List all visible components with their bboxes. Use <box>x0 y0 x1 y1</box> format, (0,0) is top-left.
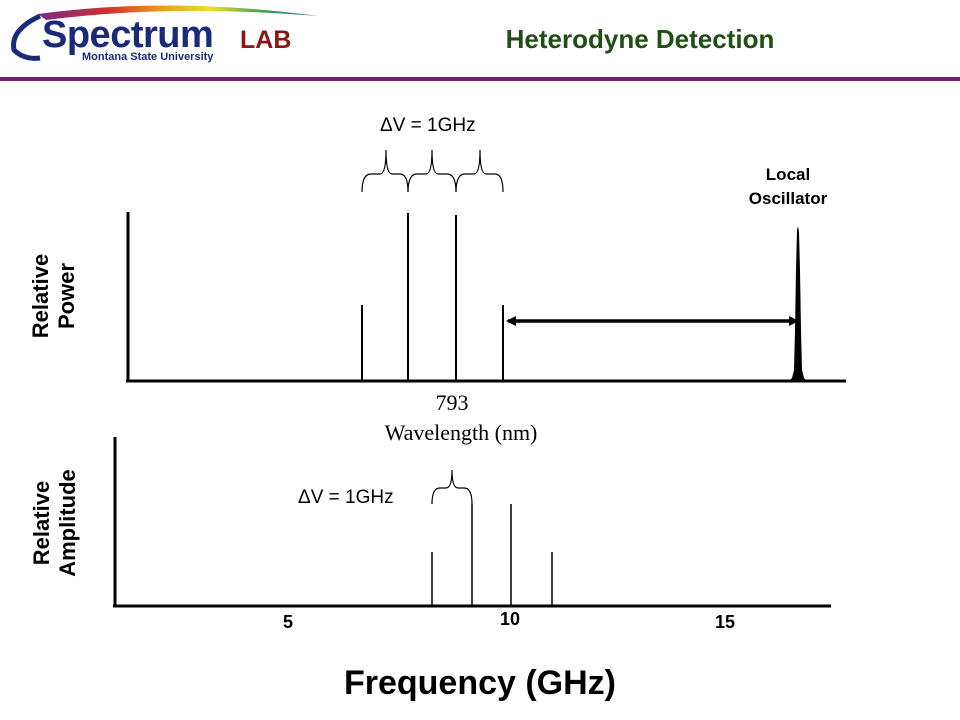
bottom-y-label-line2: Amplitude <box>55 469 80 577</box>
top-brace-3 <box>455 149 504 193</box>
header-divider <box>0 77 960 81</box>
top-tick-793: 793 <box>435 390 469 415</box>
bottom-y-label-line1: Relative <box>29 480 54 566</box>
top-x-label: Wavelength (nm) <box>384 420 538 445</box>
lo-label-line2: Oscillator <box>748 189 828 208</box>
top-spacing-label: ΔV = 1GHz <box>380 115 476 136</box>
logo-lab: LAB <box>240 26 292 54</box>
logo-wordmark: Spectrum <box>42 14 214 56</box>
lo-label: Local Oscillator <box>725 163 851 211</box>
slide-title: Heterodyne Detection <box>505 24 775 54</box>
logo-subtitle: Montana State University <box>82 51 214 63</box>
bottom-x-label: Frequency (GHz) <box>343 664 617 702</box>
lo-peak <box>789 226 807 381</box>
bottom-tick-10: 10 <box>499 609 521 629</box>
top-y-label: Relative Power <box>28 226 80 366</box>
bottom-tick-15: 15 <box>714 612 736 632</box>
top-y-label-line2: Power <box>54 262 79 330</box>
logo-swoosh <box>11 5 318 61</box>
top-brace-1 <box>361 149 409 193</box>
bottom-spacing-label: ΔV = 1GHz <box>298 487 394 508</box>
bottom-brace <box>431 469 473 505</box>
bottom-tick-5: 5 <box>282 612 293 632</box>
bottom-y-label: Relative Amplitude <box>29 443 81 603</box>
top-y-label-line1: Relative <box>28 253 53 339</box>
top-brace-2 <box>407 149 457 193</box>
lo-label-line1: Local <box>765 165 811 184</box>
